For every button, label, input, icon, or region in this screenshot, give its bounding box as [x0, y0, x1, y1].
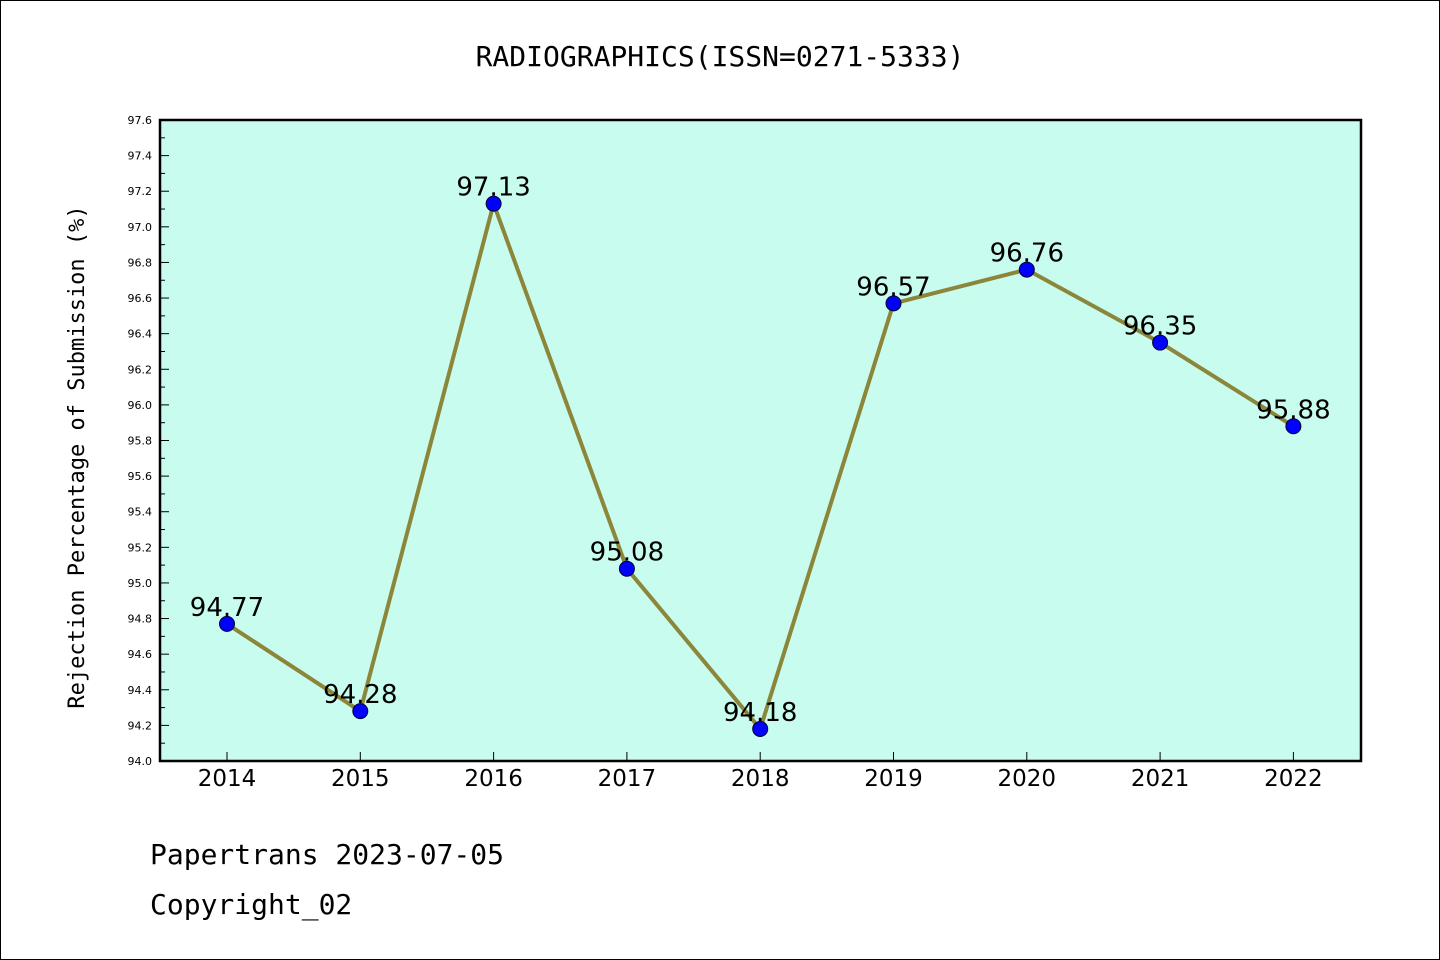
data-point [485, 195, 502, 212]
data-point [752, 720, 769, 737]
y-axis: 94.0 94.2 94.4 94.6 94.8 95.0 95.2 95.4 95.6 95.8… [128, 114, 169, 768]
x-tick-label: 2022 [1264, 766, 1323, 792]
data-label: 94.28 [323, 680, 397, 710]
data-point [1285, 418, 1302, 435]
data-label: 95.88 [1256, 395, 1330, 425]
y-tick-label: 95.6 [128, 470, 153, 483]
y-axis-label: Rejection Percentage of Submission (%) [65, 205, 90, 708]
x-tick-label: 2021 [1131, 766, 1190, 792]
data-label: 96.57 [856, 272, 930, 302]
x-tick-label: 2019 [864, 766, 923, 792]
y-tick-label: 96.4 [128, 328, 153, 341]
y-tick-label: 97.2 [128, 185, 153, 198]
data-points [219, 195, 1302, 737]
x-tick-label: 2015 [331, 766, 390, 792]
data-label: 94.77 [190, 593, 264, 623]
footer-copyright: Copyright_02 [150, 888, 352, 922]
data-point [219, 615, 235, 632]
data-point [1018, 261, 1035, 278]
y-tick-label: 95.4 [128, 506, 153, 519]
y-tick-label: 94.2 [128, 719, 153, 732]
x-axis: 2014 2015 2016 2017 2018 2019 2020 2021 2022 [198, 752, 1323, 792]
y-tick-label: 96.8 [128, 256, 153, 269]
x-tick-label: 2014 [198, 766, 257, 792]
y-tick-label: 95.8 [128, 435, 153, 448]
y-tick-label: 97.4 [128, 150, 153, 163]
data-labels: 94.77 94.28 97.13 95.08 94.18 96.57 96.76 96.35… [190, 173, 1331, 728]
plot-area [160, 120, 1361, 761]
y-tick-label: 95.0 [128, 577, 153, 590]
chart-title: RADIOGRAPHICS(ISSN=0271-5333) [476, 40, 965, 73]
plot-border [158, 118, 1363, 763]
x-tick-label: 2017 [598, 766, 657, 792]
y-tick-label: 97.6 [128, 114, 153, 127]
data-point [352, 703, 369, 720]
footer-date: Papertrans 2023-07-05 [150, 838, 504, 871]
data-label: 95.08 [590, 538, 664, 568]
y-tick-label: 96.0 [128, 399, 153, 412]
x-tick-label: 2016 [464, 766, 523, 792]
data-label: 94.18 [723, 698, 797, 728]
y-tick-label: 96.2 [128, 363, 153, 376]
y-tick-label: 96.6 [128, 292, 153, 305]
data-label: 97.13 [456, 173, 530, 203]
y-tick-label: 97.0 [128, 221, 153, 234]
y-tick-label: 95.2 [128, 541, 153, 554]
x-tick-label: 2018 [731, 766, 790, 792]
y-tick-label: 94.0 [128, 755, 153, 768]
y-tick-label: 94.4 [128, 684, 153, 697]
data-point [1152, 334, 1169, 351]
data-label: 96.76 [990, 239, 1064, 269]
data-label: 96.35 [1123, 312, 1197, 342]
data-point [618, 560, 635, 577]
data-point [885, 295, 902, 312]
y-tick-label: 94.6 [128, 648, 153, 661]
y-tick-label: 94.8 [128, 613, 153, 626]
x-tick-label: 2020 [998, 766, 1057, 792]
